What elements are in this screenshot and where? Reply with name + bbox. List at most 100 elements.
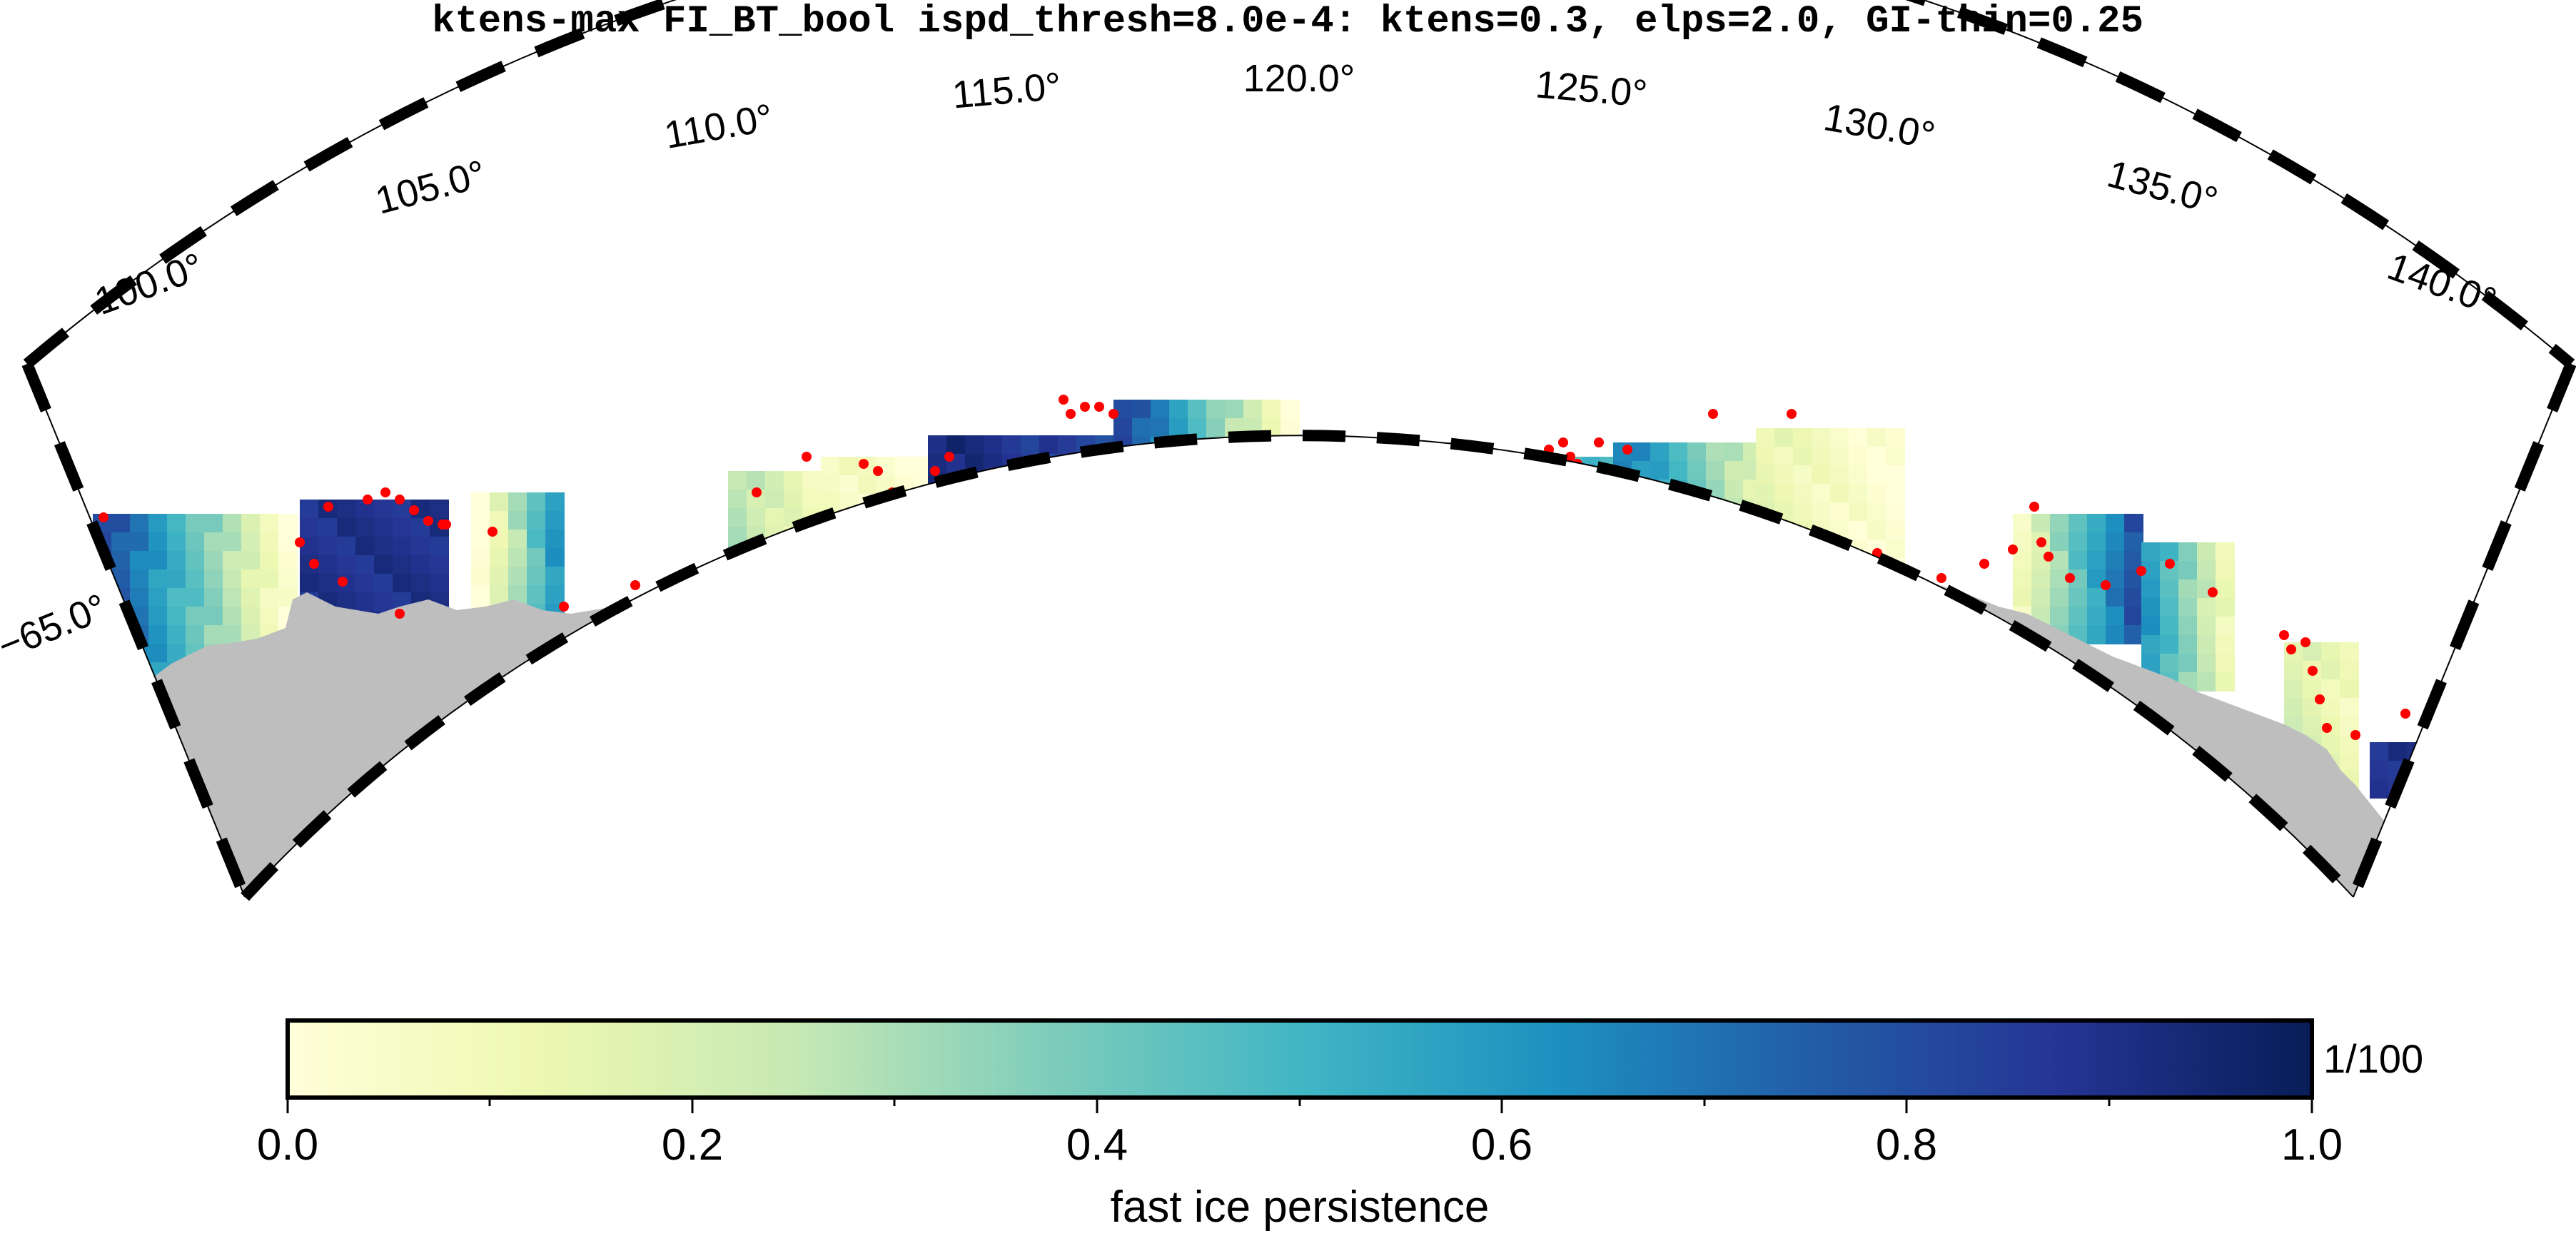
fast-ice-cell <box>821 549 840 569</box>
fast-ice-cell <box>527 548 546 567</box>
fast-ice-cell <box>130 514 149 533</box>
fast-ice-cell <box>2160 635 2179 654</box>
fast-ice-cell <box>1756 558 1775 577</box>
fast-ice-cell <box>1113 567 1133 586</box>
fast-ice-cell <box>2216 579 2235 599</box>
fast-ice-cell <box>1206 622 1226 642</box>
fast-ice-cell <box>1724 535 1744 554</box>
fast-ice-cell <box>1669 517 1688 536</box>
fast-ice-cell <box>1346 572 1365 592</box>
fast-ice-cell <box>1669 572 1688 592</box>
grounded-iceberg-point <box>680 619 690 629</box>
fast-ice-cell <box>1439 572 1458 592</box>
fast-ice-cell <box>2013 569 2032 589</box>
fast-ice-cell <box>1225 455 1244 475</box>
fast-ice-cell <box>1151 604 1170 623</box>
fast-ice-cell <box>1039 435 1059 455</box>
fast-ice-cell <box>260 532 279 552</box>
grounded-iceberg-point <box>2300 637 2310 647</box>
fast-ice-cell <box>471 511 490 530</box>
fast-ice-cell <box>1076 547 1096 566</box>
fast-ice-cell <box>1650 647 1670 666</box>
fast-ice-cell <box>1281 437 1300 456</box>
fast-ice-cell <box>1600 568 1620 587</box>
fast-ice-cell <box>1151 492 1170 512</box>
fast-ice-cell <box>1812 465 1831 485</box>
fast-ice-cell <box>1650 591 1670 610</box>
fast-ice-cell <box>1113 604 1133 623</box>
fast-ice-cell <box>1420 535 1440 554</box>
fast-ice-cell <box>1706 517 1725 536</box>
fast-ice-cell <box>765 619 784 639</box>
fast-ice-cell <box>1470 494 1490 513</box>
fast-ice-cell <box>2178 654 2198 673</box>
fast-ice-cell <box>1039 472 1059 492</box>
fast-ice-cell <box>1113 492 1133 512</box>
fast-ice-cell <box>1169 622 1188 642</box>
fast-ice-cell <box>318 537 338 556</box>
fast-ice-cell <box>1600 512 1620 532</box>
fast-ice-cell <box>946 584 966 603</box>
fast-ice-cell <box>508 567 527 586</box>
fast-ice-cell <box>1470 531 1490 550</box>
fast-ice-cell <box>1526 512 1545 532</box>
fast-ice-cell <box>2050 551 2069 570</box>
fast-ice-cell <box>337 555 356 574</box>
grounded-iceberg-point <box>1558 437 1568 447</box>
fast-ice-cell <box>204 551 223 570</box>
grounded-iceberg-point <box>1415 480 1425 490</box>
fast-ice-cell <box>1151 418 1170 437</box>
fast-ice-cell <box>2141 579 2161 599</box>
fast-ice-cell <box>765 527 784 546</box>
fast-ice-cell <box>167 607 186 626</box>
fast-ice-cell <box>1262 400 1281 419</box>
fast-ice-cell <box>1632 628 1651 647</box>
fast-ice-cell <box>1402 517 1421 536</box>
fast-ice-cell <box>784 601 803 620</box>
fast-ice-cell <box>1600 549 1620 569</box>
fast-ice-cell <box>858 475 877 495</box>
fast-ice-cell <box>1132 511 1151 530</box>
fast-ice-cell <box>1867 502 1886 522</box>
fast-ice-cell <box>1058 584 1077 603</box>
lon-label-115: 115.0° <box>951 65 1063 117</box>
fast-ice-cell <box>186 569 205 589</box>
fast-ice-cell <box>928 547 947 566</box>
fast-ice-cell <box>1002 491 1021 510</box>
fast-ice-cell <box>2197 598 2216 617</box>
lon-label-135: 135.0° <box>2103 152 2222 223</box>
grounded-iceberg-point <box>802 452 812 462</box>
fast-ice-cell <box>1169 567 1188 586</box>
fast-ice-cell <box>241 588 261 607</box>
fast-ice-cell <box>877 512 896 532</box>
fast-ice-cell <box>1867 428 1886 447</box>
fast-ice-cell <box>858 512 877 532</box>
fast-ice-cell <box>471 585 490 604</box>
fast-ice-cell <box>1383 572 1403 592</box>
fast-ice-cell <box>1169 474 1188 493</box>
colorbar-tick-4: 0.8 <box>1876 1120 1937 1170</box>
fast-ice-cell <box>111 644 131 663</box>
fast-ice-cell <box>1420 480 1440 499</box>
fast-ice-cell <box>1706 461 1725 480</box>
fast-ice-cell <box>1613 628 1632 647</box>
fast-ice-cell <box>914 568 933 587</box>
fast-ice-cell <box>1507 475 1527 495</box>
fast-ice-cell <box>1169 455 1188 475</box>
fast-ice-cell <box>186 532 205 552</box>
fast-ice-cell <box>1489 568 1508 587</box>
fast-ice-cell <box>1402 572 1421 592</box>
fast-ice-cell <box>223 607 242 626</box>
fast-ice-cell <box>1132 622 1151 642</box>
fast-ice-cell <box>1613 572 1632 592</box>
grounded-iceberg-point <box>1594 437 1604 447</box>
fast-ice-cell <box>1328 554 1347 573</box>
fast-ice-cell <box>1650 498 1670 517</box>
fast-ice-cell <box>1095 491 1114 510</box>
fast-ice-cell <box>821 531 840 550</box>
fast-ice-cell <box>148 551 168 570</box>
fast-ice-cell <box>1328 572 1347 592</box>
fast-ice-cell <box>1281 530 1300 549</box>
fast-ice-cell <box>1132 567 1151 586</box>
fast-ice-cell <box>946 435 966 455</box>
